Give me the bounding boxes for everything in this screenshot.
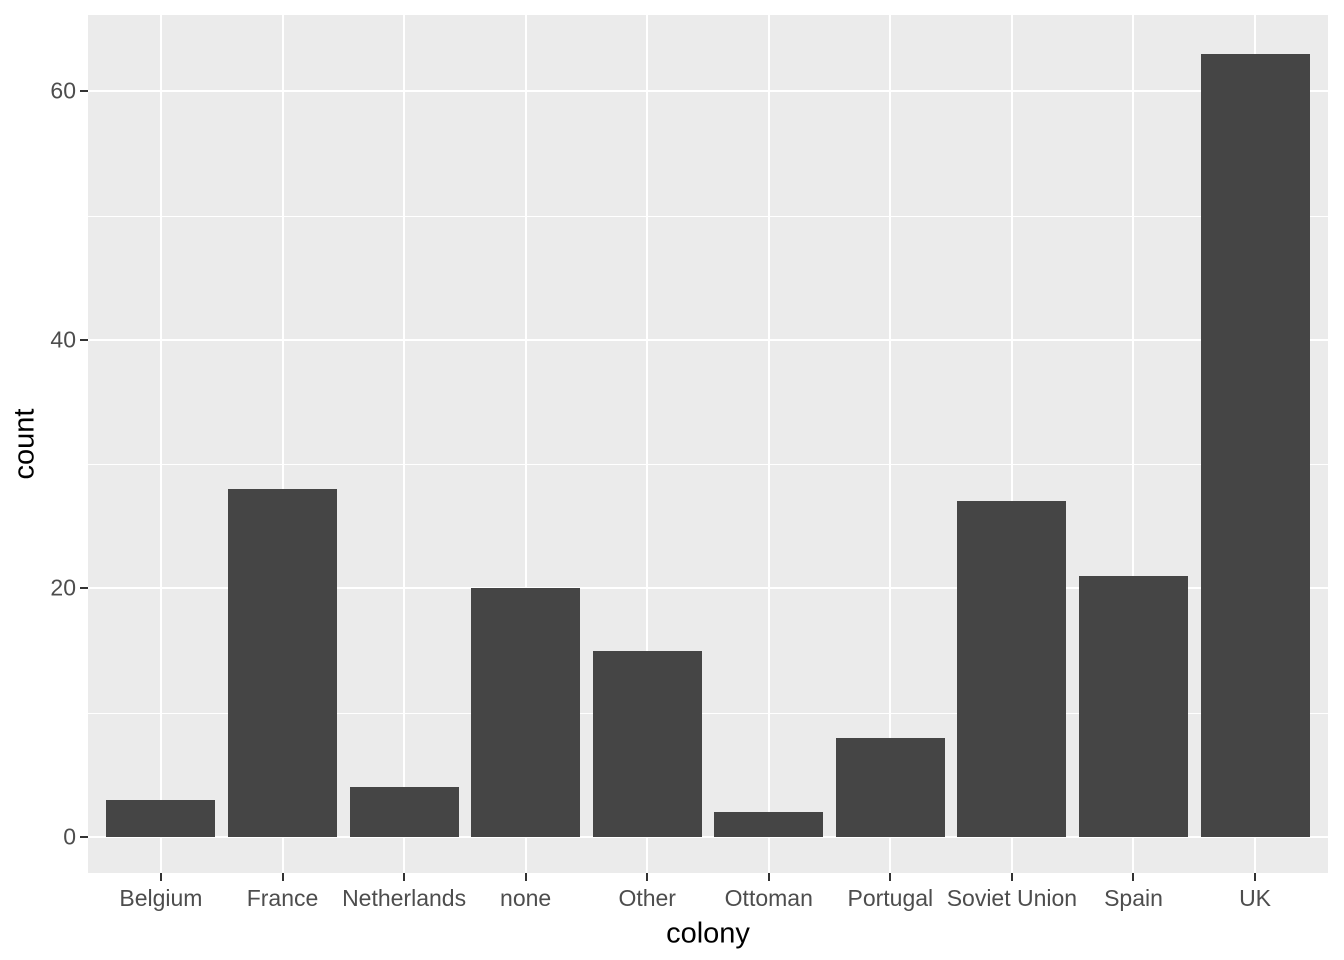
bar [228,489,337,837]
bar [957,501,1067,837]
gridline-v [403,15,406,873]
gridline-v [281,15,284,873]
y-tick-mark [80,338,88,341]
bar [835,737,945,837]
x-tick-mark [524,873,527,881]
x-tick-mark [1010,873,1013,881]
x-tick-label: Belgium [119,885,203,911]
y-tick-label: 20 [50,574,76,601]
x-tick-label: UK [1239,885,1272,911]
gridline-minor-h [88,215,1328,217]
gridline-major-h [88,587,1328,590]
x-tick-mark [646,873,649,881]
y-tick-mark [80,836,88,838]
x-tick-label: Other [618,885,676,911]
bar [471,588,581,837]
gridline-v [767,15,770,873]
x-tick-label: Spain [1104,885,1163,911]
gridline-major-h [88,90,1328,93]
x-tick-mark [403,873,406,881]
x-tick-label: Netherlands [342,885,467,911]
y-tick-label: 60 [50,77,76,104]
x-tick-mark [281,873,284,881]
y-tick-mark [80,587,88,590]
y-axis-title: count [8,408,41,480]
x-tick-label: Ottoman [724,885,813,911]
x-tick-mark [889,873,892,881]
plot-panel [88,15,1328,873]
bar [1078,576,1188,837]
x-tick-mark [767,873,770,881]
bar [1200,54,1310,837]
gridline-minor-h [88,464,1328,466]
gridline-major-h [88,836,1328,838]
gridline-v [524,15,527,873]
bar [349,787,459,837]
x-tick-label: none [500,885,552,911]
bar [714,812,824,837]
y-tick-label: 0 [63,823,76,850]
gridline-v [889,15,892,873]
gridline-major-h [88,338,1328,341]
bar [592,650,702,837]
x-tick-label: Portugal [847,885,934,911]
x-tick-mark [159,873,162,881]
x-tick-mark [1132,873,1135,881]
gridline-v [1010,15,1013,873]
y-tick-mark [80,90,88,93]
y-tick-label: 40 [50,326,76,353]
x-tick-label: Soviet Union [946,885,1078,911]
gridline-v [1132,15,1135,873]
gridline-v [159,15,162,873]
bar [106,799,216,837]
x-tick-label: France [246,885,319,911]
gridline-v [646,15,649,873]
x-axis-title: colony [666,917,750,950]
gridline-minor-h [88,712,1328,714]
x-tick-mark [1254,873,1257,881]
